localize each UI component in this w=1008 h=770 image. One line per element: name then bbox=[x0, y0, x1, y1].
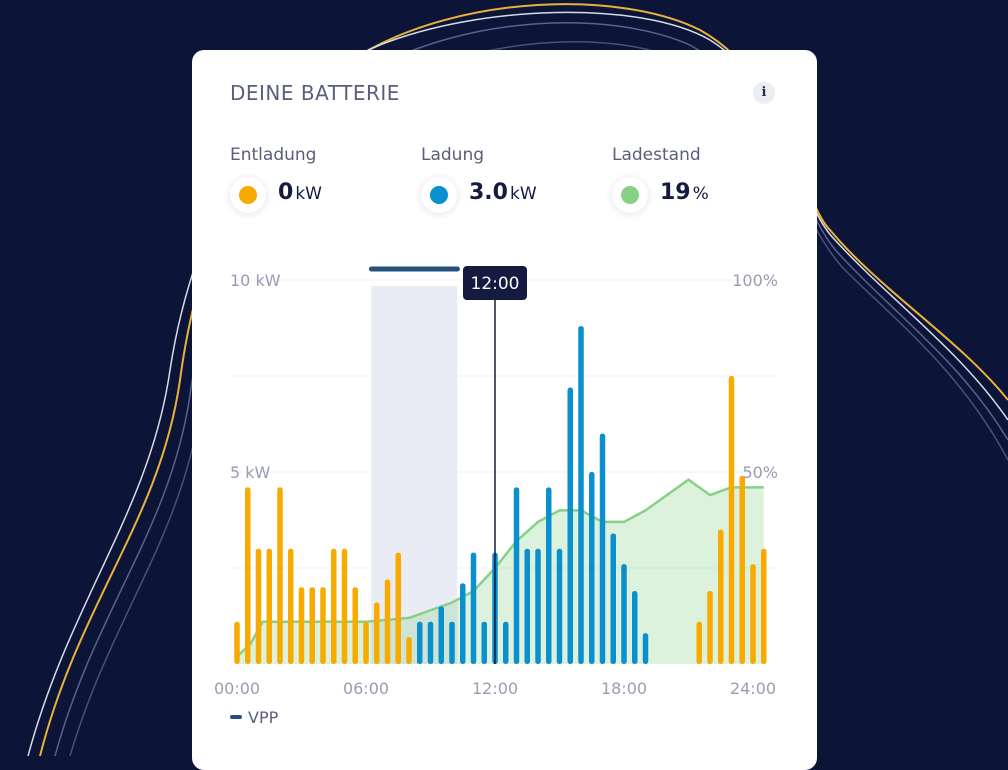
ladung-bar bbox=[535, 548, 541, 664]
ladung-bar bbox=[503, 621, 509, 664]
ladung-bar bbox=[556, 548, 563, 664]
entladung-bar bbox=[696, 621, 702, 664]
x-tick-label: 00:00 bbox=[214, 679, 260, 698]
y-right-tick-label: 100% bbox=[732, 271, 778, 290]
ladung-bar bbox=[438, 606, 444, 664]
x-tick-label: 12:00 bbox=[472, 679, 518, 698]
entladung-bar bbox=[761, 548, 767, 664]
entladung-bar bbox=[718, 529, 724, 664]
card-title: DEINE BATTERIE bbox=[230, 81, 400, 105]
entladung-bar bbox=[728, 376, 735, 664]
entladung-bar bbox=[255, 548, 262, 664]
entladung-bar bbox=[298, 587, 305, 664]
ladung-bar bbox=[599, 433, 606, 664]
entladung-bar bbox=[363, 621, 369, 664]
x-tick-label: 24:00 bbox=[730, 679, 776, 698]
stat-label: Ladestand bbox=[612, 145, 701, 165]
info-icon[interactable]: i bbox=[753, 82, 775, 104]
entladung-bar bbox=[266, 548, 272, 664]
y-left-tick-label: 5 kW bbox=[230, 463, 271, 482]
stat-value: 19% bbox=[660, 180, 709, 205]
battery-chart[interactable]: 10 kW 5 kW 100% 50% 00:00 06:00 12:00 18:00 24:0… bbox=[192, 260, 817, 710]
stat-ladung: Ladung 3.0 kW bbox=[421, 145, 537, 213]
ladung-bar bbox=[567, 387, 573, 664]
ladung-dot bbox=[421, 177, 457, 213]
ladung-bar bbox=[513, 487, 520, 664]
entladung-dot bbox=[230, 177, 266, 213]
entladung-bar bbox=[331, 548, 337, 664]
entladung-bar bbox=[352, 587, 358, 664]
entladung-bar bbox=[288, 548, 294, 664]
ladung-bar bbox=[589, 472, 595, 664]
ladung-bar bbox=[578, 326, 584, 664]
entladung-bar bbox=[750, 564, 756, 664]
ladung-bar bbox=[427, 621, 434, 664]
ladung-bar bbox=[449, 621, 455, 664]
ladung-bar bbox=[460, 583, 466, 664]
entladung-bar bbox=[374, 602, 380, 664]
entladung-bar bbox=[234, 621, 240, 664]
stat-label: Ladung bbox=[421, 145, 485, 165]
entladung-bar bbox=[707, 591, 713, 664]
vpp-swatch bbox=[230, 714, 242, 719]
ladung-bar bbox=[524, 548, 530, 664]
legend-vpp-label: VPP bbox=[248, 708, 279, 727]
ladung-bar bbox=[481, 621, 487, 664]
entladung-bar bbox=[406, 637, 412, 664]
entladung-bar bbox=[277, 487, 283, 664]
time-cursor-label: 12:00 bbox=[471, 274, 520, 294]
ladung-bar bbox=[610, 533, 616, 664]
stat-ladestand: Ladestand 19% bbox=[612, 145, 709, 213]
time-cursor-tooltip bbox=[463, 266, 527, 300]
ladestand-area bbox=[237, 479, 764, 664]
ladung-bar bbox=[642, 633, 649, 664]
stat-label: Entladung bbox=[230, 145, 317, 165]
stat-entladung: Entladung 0 kW bbox=[230, 145, 322, 213]
x-tick-label: 18:00 bbox=[601, 679, 647, 698]
stat-value: 3.0 kW bbox=[469, 180, 537, 205]
entladung-bar bbox=[309, 587, 315, 664]
ladung-bar bbox=[470, 552, 477, 664]
ladung-bar bbox=[546, 487, 552, 664]
battery-card: DEINE BATTERIE i Entladung 0 kW Ladung 3.… bbox=[192, 50, 817, 770]
ladung-bar bbox=[632, 591, 638, 664]
stat-value: 0 kW bbox=[278, 180, 322, 205]
entladung-bar bbox=[341, 548, 348, 664]
x-tick-label: 06:00 bbox=[343, 679, 389, 698]
entladung-bar bbox=[245, 487, 251, 664]
entladung-bar bbox=[320, 587, 326, 664]
legend-vpp: VPP bbox=[230, 708, 278, 727]
ladung-bar bbox=[417, 621, 423, 664]
entladung-bar bbox=[739, 475, 745, 664]
ladestand-dot bbox=[612, 177, 648, 213]
entladung-bar bbox=[395, 552, 401, 664]
entladung-bar bbox=[384, 579, 391, 664]
y-right-tick-label: 50% bbox=[742, 463, 778, 482]
y-left-tick-label: 10 kW bbox=[230, 271, 281, 290]
ladung-bar bbox=[621, 564, 627, 664]
